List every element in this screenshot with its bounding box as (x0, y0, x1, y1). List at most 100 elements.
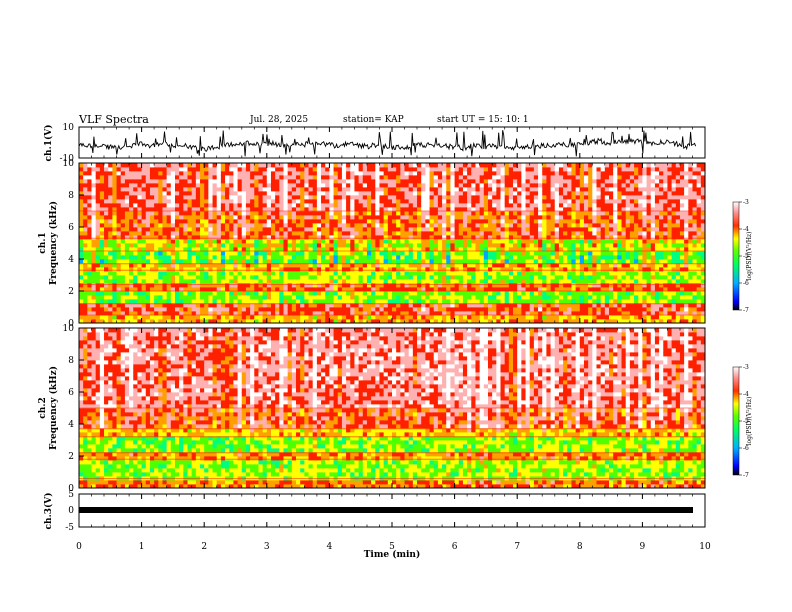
spectrogram-cell (404, 299, 410, 304)
spectrogram-cell (354, 207, 360, 212)
spectrogram-cell (554, 287, 560, 292)
spectrogram-cell (83, 211, 88, 216)
spectrogram-cell (358, 259, 364, 264)
spectrogram-cell (375, 271, 380, 276)
spectrogram-cell (258, 215, 264, 220)
spectrogram-cell (575, 295, 581, 300)
spectrogram-cell (433, 187, 439, 192)
spectrogram-cell (417, 195, 422, 200)
spectrogram-cell (270, 167, 276, 172)
spectrogram-cell (216, 303, 222, 308)
spectrogram-cell (312, 303, 318, 308)
spectrogram-cell (212, 223, 218, 228)
spectrogram-cell (471, 259, 476, 264)
spectrogram-cell (250, 191, 255, 196)
spectrogram-cell (279, 227, 284, 232)
spectrogram-cell (412, 243, 418, 248)
spectrogram-cell (450, 163, 455, 168)
spectrogram-cell (254, 319, 259, 324)
spectrogram-cell (166, 239, 172, 244)
spectrogram-cell (124, 199, 130, 204)
spectrogram-cell (283, 223, 289, 228)
spectrogram-cell (366, 287, 372, 292)
spectrogram-cell (170, 199, 176, 204)
spectrogram-cell (300, 199, 305, 204)
spectrogram-cell (91, 311, 97, 316)
spectrogram-cell (429, 215, 435, 220)
spectrogram-cell (567, 239, 572, 244)
spectrogram-cell (250, 251, 255, 256)
spectrogram-cell (154, 259, 159, 264)
spectrogram-cell (258, 235, 264, 240)
spectrogram-cell (166, 167, 172, 172)
spectrogram-cell (425, 275, 430, 280)
spectrogram-cell (133, 243, 138, 248)
spectrogram-cell (329, 203, 334, 208)
spectrogram-cell (396, 267, 401, 272)
spectrogram-cell (174, 183, 180, 188)
spectrogram-cell (225, 171, 230, 176)
spectrogram-cell (108, 199, 113, 204)
spectrogram-cell (312, 175, 318, 180)
spectrogram-cell (458, 307, 464, 312)
spectrogram-cell (341, 183, 347, 188)
spectrogram-cell (517, 295, 522, 300)
spectrogram-cell (571, 203, 577, 208)
spectrogram-cell (141, 199, 147, 204)
spectrogram-cell (120, 287, 126, 292)
spectrogram-cell (350, 175, 355, 180)
spectrogram-cell (379, 239, 385, 244)
spectrogram-cell (425, 191, 430, 196)
spectrogram-cell (596, 299, 602, 304)
spectrogram-cell (475, 243, 481, 248)
spectrogram-cell (337, 307, 343, 312)
spectrogram-cell (250, 183, 255, 188)
spectrogram-cell (200, 211, 205, 216)
spectrogram-cell (383, 215, 389, 220)
spectrogram-cell (333, 175, 339, 180)
spectrogram-cell (579, 231, 585, 236)
spectrogram-cell (517, 191, 522, 196)
spectrogram-cell (237, 319, 243, 324)
spectrogram-cell (513, 235, 518, 240)
spectrogram-cell (496, 315, 501, 320)
spectrogram-cell (396, 179, 401, 184)
spectrogram-cell (442, 311, 447, 316)
spectrogram-cell (454, 163, 460, 168)
spectrogram-cell (225, 167, 230, 172)
spectrogram-cell (283, 187, 289, 192)
spectrogram-cell (250, 243, 255, 248)
spectrogram-cell (250, 223, 255, 228)
spectrogram-cell (170, 215, 176, 220)
spectrogram-cell (91, 255, 97, 260)
spectrogram-cell (387, 227, 393, 232)
spectrogram-cell (204, 199, 209, 204)
spectrogram-cell (412, 283, 418, 288)
spectrogram-cell (458, 227, 464, 232)
spectrogram-cell (533, 163, 539, 168)
spectrogram-cell (425, 235, 430, 240)
spectrogram-cell (341, 303, 347, 308)
spectrogram-cell (104, 183, 109, 188)
spectrogram-cell (212, 267, 218, 272)
spectrogram-cell (350, 219, 355, 224)
spectrogram-cell (563, 299, 568, 304)
spectrogram-cell (421, 219, 426, 224)
spectrogram-cell (354, 283, 360, 288)
spectrogram-cell (287, 231, 293, 236)
spectrogram-cell (479, 303, 485, 308)
spectrogram-cell (358, 235, 364, 240)
spectrogram-cell (95, 223, 101, 228)
spectrogram-cell (366, 227, 372, 232)
spectrogram-cell (245, 303, 251, 308)
spectrogram-cell (91, 191, 97, 196)
spectrogram-cell (358, 171, 364, 176)
spectrogram-cell (183, 235, 188, 240)
spectrogram-cell (412, 195, 418, 200)
spectrogram-cell (575, 211, 581, 216)
spectrogram-cell (375, 275, 380, 280)
spectrogram-cell (279, 175, 284, 180)
spectrogram-cell (116, 171, 122, 176)
spectrogram-cell (120, 219, 126, 224)
spectrogram-cell (408, 315, 414, 320)
